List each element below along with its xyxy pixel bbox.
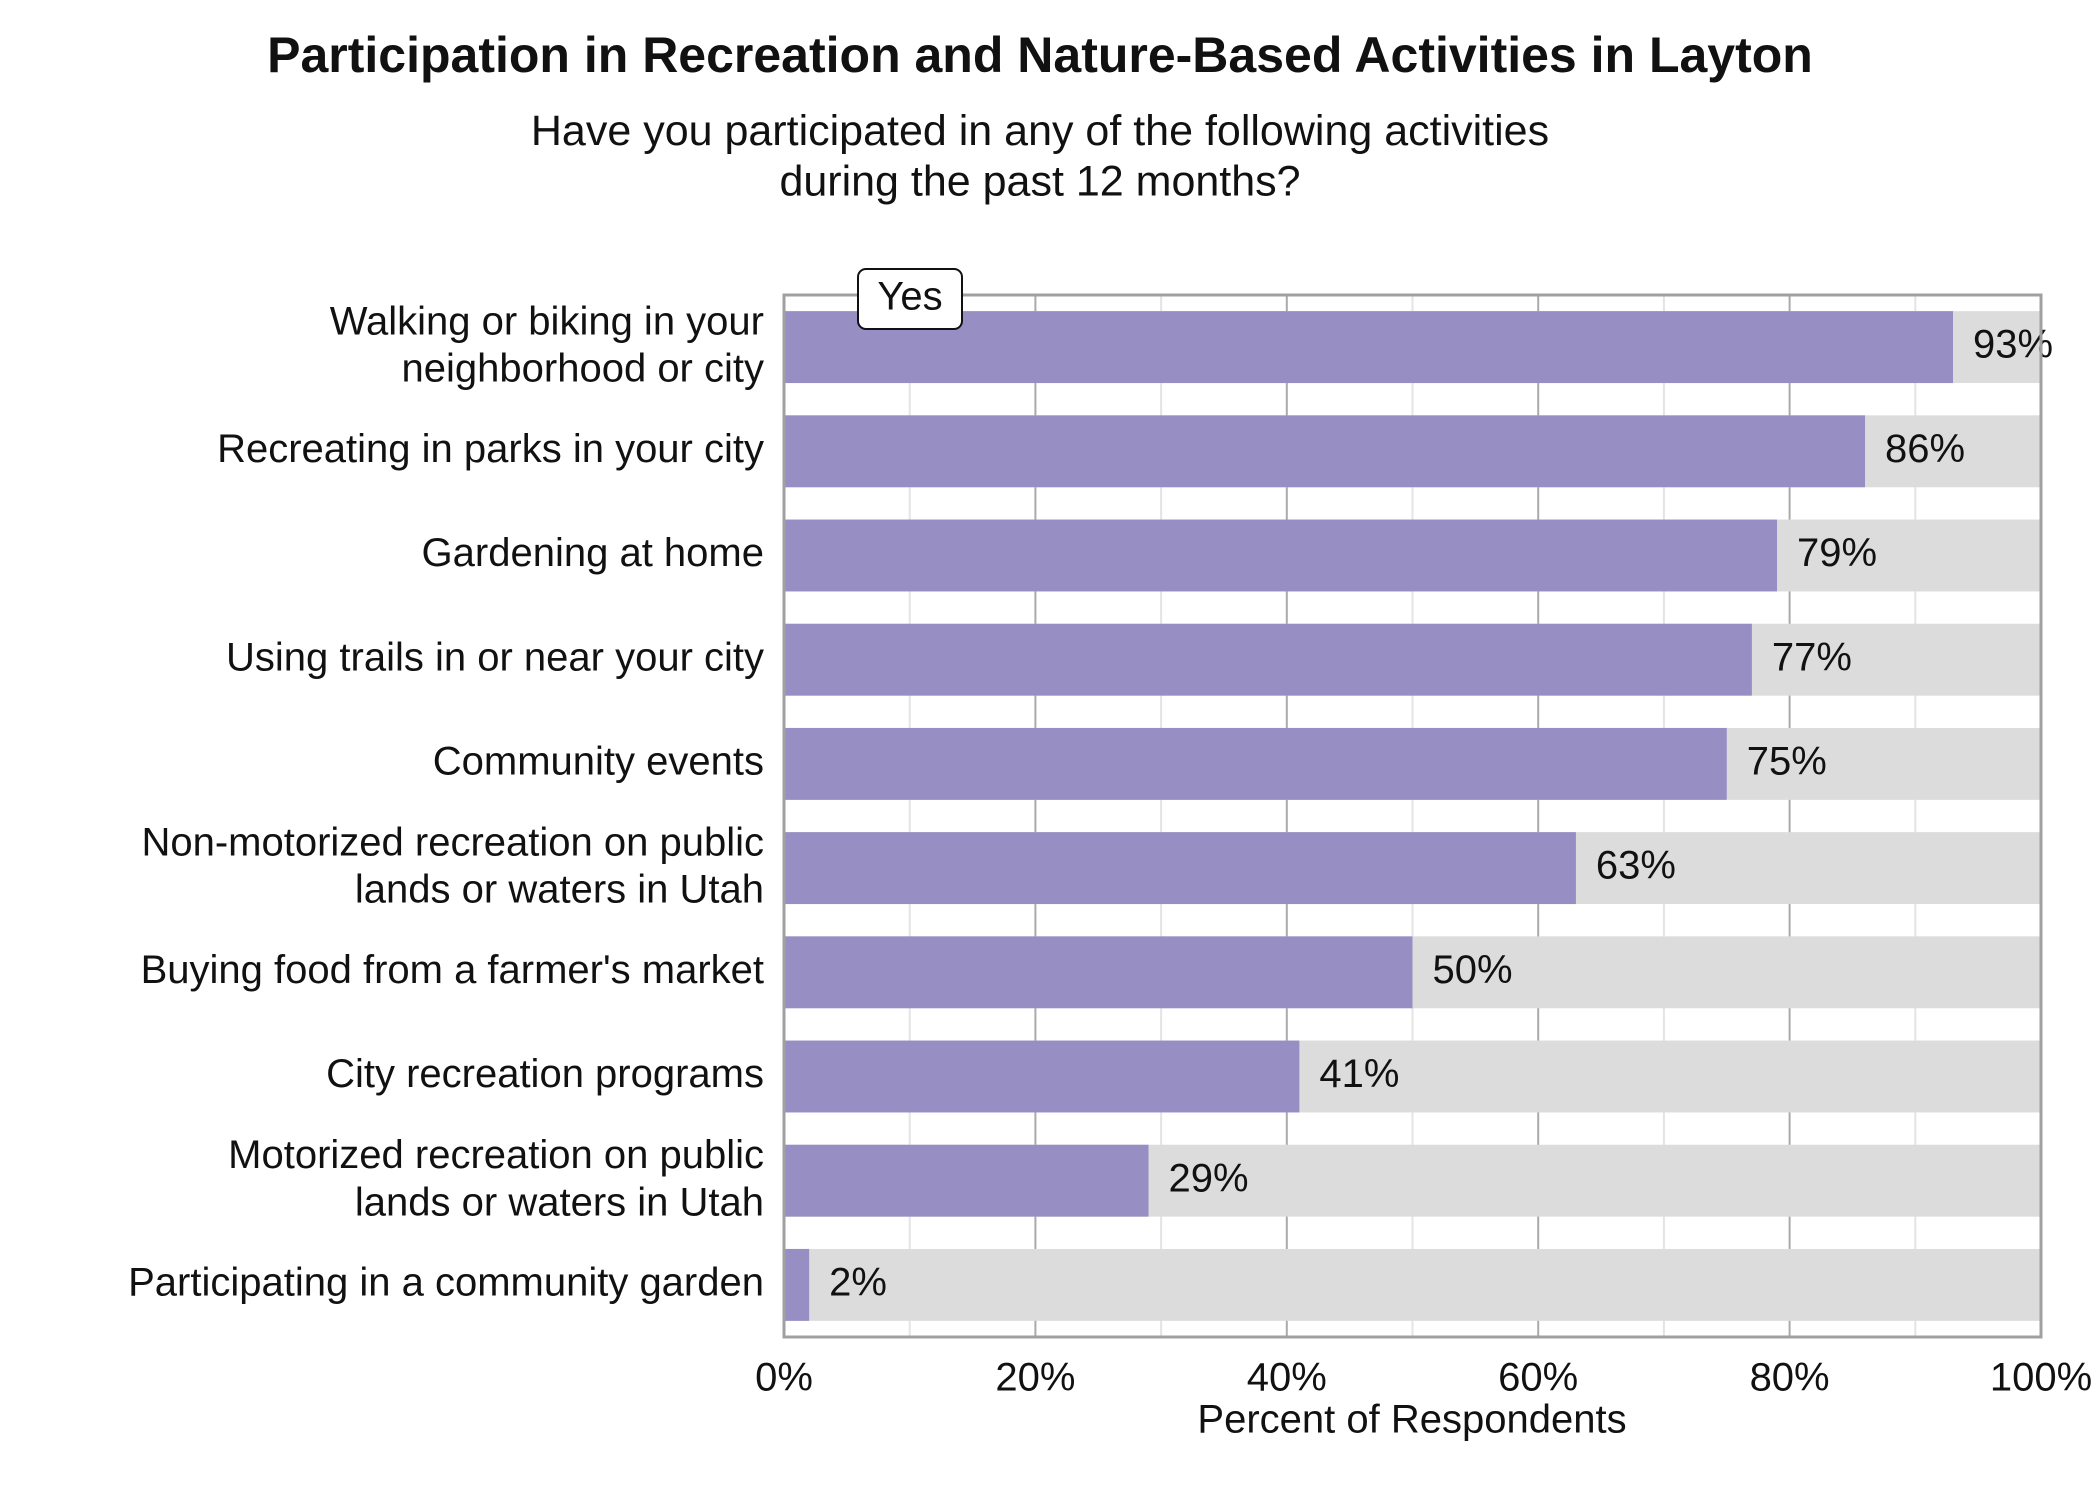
bar	[784, 727, 1727, 800]
x-tick-label: 20%	[995, 1356, 1075, 1400]
bar	[784, 1248, 810, 1321]
bar	[784, 623, 1752, 696]
bar	[784, 1040, 1300, 1113]
bar	[784, 415, 1866, 488]
data-label: 41%	[1319, 1052, 1399, 1096]
y-tick-label: Motorized recreation on public lands or w…	[228, 1133, 764, 1224]
x-tick-label: 60%	[1498, 1356, 1578, 1400]
bar	[784, 311, 1954, 384]
x-axis-label: Percent of Respondents	[1197, 1398, 1626, 1442]
data-label: 63%	[1596, 844, 1676, 888]
data-label: 29%	[1169, 1156, 1249, 1200]
x-tick-label: 40%	[1247, 1356, 1327, 1400]
y-tick-label: Non-motorized recreation on public lands …	[141, 820, 764, 911]
legend-label: Yes	[877, 275, 942, 319]
data-label: 50%	[1433, 948, 1513, 992]
x-tick-label: 80%	[1750, 1356, 1830, 1400]
bar	[784, 936, 1413, 1009]
x-tick-label: 0%	[755, 1356, 813, 1400]
data-label: 2%	[829, 1260, 887, 1304]
y-tick-label: Using trails in or near your city	[226, 635, 764, 679]
data-label: 77%	[1772, 635, 1852, 679]
plot-frame	[782, 293, 2043, 1339]
data-label: 79%	[1797, 531, 1877, 575]
y-tick-label: City recreation programs	[326, 1052, 764, 1096]
chart-title: Participation in Recreation and Nature-B…	[267, 27, 1813, 83]
x-tick-label: 100%	[1990, 1356, 2092, 1400]
y-tick-label: Community events	[433, 739, 764, 783]
bar	[784, 519, 1778, 592]
legend-box	[857, 268, 963, 330]
data-label: 86%	[1885, 427, 1965, 471]
y-tick-label: Gardening at home	[422, 531, 764, 575]
y-tick-label: Recreating in parks in your city	[217, 427, 764, 471]
bar	[784, 832, 1576, 905]
bar-background	[784, 1248, 2041, 1321]
y-tick-label: Buying food from a farmer's market	[141, 948, 764, 992]
bar	[784, 1144, 1149, 1217]
chart-subtitle: Have you participated in any of the foll…	[531, 107, 1549, 206]
y-tick-label: Walking or biking in your neighborhood or…	[330, 299, 764, 390]
data-label: 75%	[1747, 739, 1827, 783]
y-tick-label: Participating in a community garden	[128, 1260, 764, 1304]
